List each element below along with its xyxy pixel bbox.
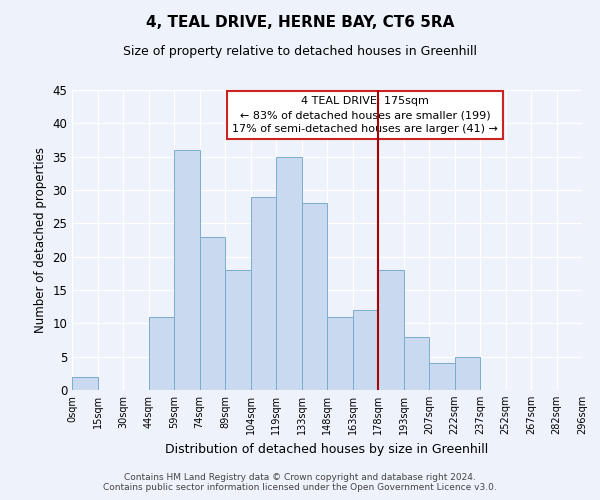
Bar [276, 156, 302, 390]
Text: 4, TEAL DRIVE, HERNE BAY, CT6 5RA: 4, TEAL DRIVE, HERNE BAY, CT6 5RA [146, 15, 454, 30]
Bar [225, 270, 251, 390]
Bar [174, 150, 199, 390]
Bar [455, 356, 480, 390]
Bar [404, 336, 429, 390]
Bar [429, 364, 455, 390]
Text: 4 TEAL DRIVE: 175sqm
← 83% of detached houses are smaller (199)
17% of semi-deta: 4 TEAL DRIVE: 175sqm ← 83% of detached h… [232, 96, 498, 134]
X-axis label: Distribution of detached houses by size in Greenhill: Distribution of detached houses by size … [166, 442, 488, 456]
Text: Contains HM Land Registry data © Crown copyright and database right 2024.
Contai: Contains HM Land Registry data © Crown c… [103, 473, 497, 492]
Bar [149, 316, 174, 390]
Bar [302, 204, 327, 390]
Bar [353, 310, 378, 390]
Bar [327, 316, 353, 390]
Y-axis label: Number of detached properties: Number of detached properties [34, 147, 47, 333]
Bar [251, 196, 276, 390]
Text: Size of property relative to detached houses in Greenhill: Size of property relative to detached ho… [123, 45, 477, 58]
Bar [199, 236, 225, 390]
Bar [378, 270, 404, 390]
Bar [72, 376, 97, 390]
